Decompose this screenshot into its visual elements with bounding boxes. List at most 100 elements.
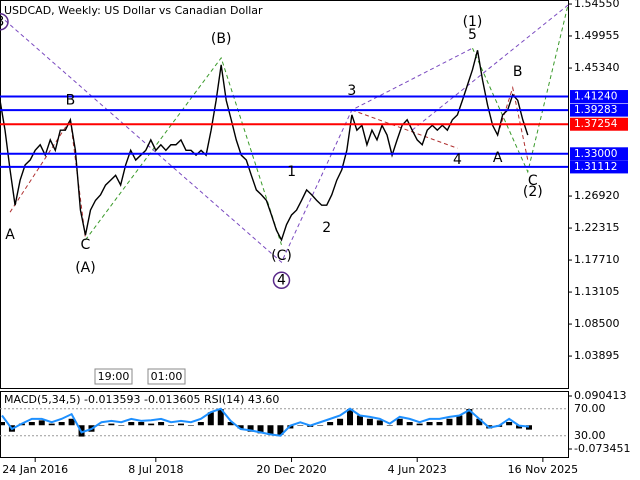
time-chip: [147, 368, 186, 385]
wave-label: (1): [463, 14, 483, 30]
level-box: [570, 90, 628, 104]
y-tick-label: 1.13105: [574, 285, 620, 298]
macd-bar: [98, 425, 105, 426]
macd-bar: [376, 420, 383, 426]
macd-bar: [406, 422, 413, 426]
wave-label: (C): [271, 248, 292, 264]
macd-bar: [327, 422, 334, 426]
wave-line: [351, 109, 458, 149]
wave-label: C: [81, 237, 91, 253]
macd-bar: [158, 422, 165, 426]
y-tick-label: -0.073451: [574, 442, 630, 455]
macd-bar: [138, 422, 145, 426]
macd-bar: [247, 425, 254, 432]
wave-label: A: [493, 150, 503, 166]
macd-bar: [118, 425, 125, 426]
x-tick-label: 4 Jun 2023: [388, 463, 447, 476]
level-box: [570, 160, 628, 174]
wave-label: (B): [211, 31, 232, 47]
rsi-line: [1, 407, 530, 437]
plot: 1.54550 1.49955 1.45340 1.26920 1.22315 1.177…: [0, 0, 630, 476]
wave-label: (A): [75, 260, 96, 276]
y-tick-label: 1.08500: [574, 317, 620, 330]
level-label: 1.39283: [574, 104, 617, 116]
wave-label: (2): [523, 184, 543, 200]
rsi-tick-label: 30.00: [574, 429, 606, 442]
annotation-circle: [272, 271, 291, 290]
wave-label: A: [5, 227, 15, 243]
wave-line: [497, 85, 529, 161]
macd-bar: [0, 422, 5, 426]
macd-bar: [516, 425, 523, 429]
wave-label: B: [66, 92, 76, 108]
macd-bar: [168, 425, 175, 426]
macd-bar: [108, 423, 115, 426]
wave-line: [4, 19, 473, 264]
wave-label: 3: [347, 83, 356, 99]
wave-label: C: [528, 173, 538, 189]
macd-bar: [526, 425, 532, 430]
macd-bar: [217, 409, 224, 426]
wave-label: B: [513, 64, 523, 80]
y-tick-label: 1.03895: [574, 349, 620, 362]
x-tick-label: 24 Jan 2016: [2, 463, 68, 476]
macd-bar: [48, 423, 55, 426]
macd-bar: [366, 418, 373, 426]
macd-bar: [197, 422, 204, 426]
y-tick-label: 0.090413: [574, 389, 627, 402]
macd-bar: [277, 425, 284, 435]
y-tick-label: 1.26920: [574, 189, 620, 202]
annotation-circle: [0, 13, 9, 31]
time-chip-label: 19:00: [98, 370, 130, 383]
level-label: 1.31112: [574, 161, 617, 173]
wave-label: 4: [453, 152, 462, 168]
wave-label: 3: [0, 14, 4, 30]
macd-bar: [506, 422, 513, 426]
wave-line: [472, 4, 569, 174]
y-tick-label: 1.49955: [574, 29, 620, 42]
wave-label: 2: [322, 220, 331, 236]
time-chip: [94, 368, 133, 385]
indicator-title: MACD(5,34,5) -0.013593 -0.013605 RSI(14)…: [4, 393, 279, 406]
y-tick-label: 1.17710: [574, 253, 620, 266]
y-tick-label: 1.54550: [574, 0, 620, 10]
wave-label: 5: [468, 27, 477, 43]
macd-bar: [436, 422, 443, 426]
macd-bar: [227, 422, 234, 426]
macd-bar: [58, 422, 65, 426]
macd-bar: [237, 425, 244, 429]
level-label: 1.33000: [574, 148, 617, 160]
x-tick-label: 20 Dec 2020: [256, 463, 326, 476]
macd-bar: [38, 420, 45, 426]
x-tick-label: 16 Nov 2025: [508, 463, 578, 476]
price-panel: [0, 0, 569, 389]
level-box: [570, 103, 628, 117]
macd-bar: [456, 415, 463, 426]
rsi-tick-label: 70.00: [574, 402, 606, 415]
level-box: [570, 117, 628, 131]
macd-bar: [356, 415, 363, 426]
wave-label: 1: [287, 164, 296, 180]
macd-bar: [337, 418, 344, 426]
macd-bar: [257, 425, 264, 434]
macd-bar: [297, 425, 304, 426]
macd-bar: [207, 412, 214, 426]
macd-bar: [386, 425, 393, 426]
y-tick-label: 1.22315: [574, 221, 620, 234]
x-tick-label: 8 Jul 2018: [128, 463, 183, 476]
chart-title: USDCAD, Weekly: US Dollar vs Canadian Do…: [4, 4, 263, 17]
macd-bar: [177, 423, 184, 426]
macd-bar: [317, 425, 324, 426]
macd-bar: [466, 409, 473, 426]
wave-label: 4: [277, 272, 286, 288]
macd-bar: [446, 418, 453, 426]
macd-bar: [187, 425, 194, 426]
macd-bar: [128, 422, 135, 426]
macd-bar: [28, 422, 35, 426]
macd-bar: [347, 409, 354, 426]
macd-bar: [416, 423, 423, 426]
level-box: [570, 147, 628, 161]
wave-line: [85, 56, 282, 245]
